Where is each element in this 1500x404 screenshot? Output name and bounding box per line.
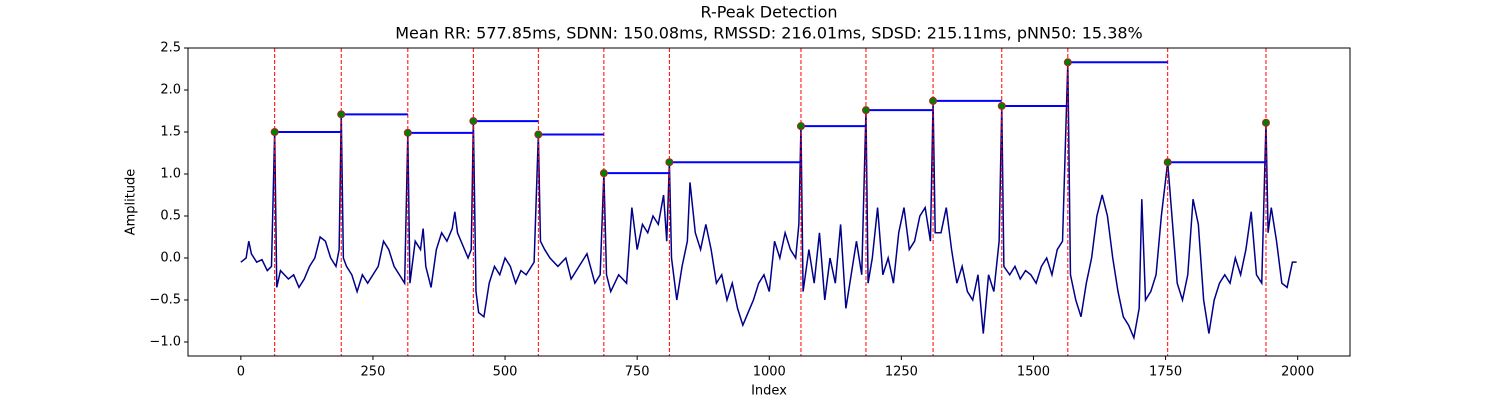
y-tick-label: 0.5 xyxy=(160,208,181,223)
y-tick-label: −1.0 xyxy=(149,334,181,349)
x-axis-label: Index xyxy=(751,384,787,399)
peak-point xyxy=(270,127,279,136)
chart-subtitle: Mean RR: 577.85ms, SDNN: 150.08ms, RMSSD… xyxy=(395,24,1143,43)
y-tick-label: 1.5 xyxy=(160,124,181,139)
x-tick-label: 500 xyxy=(493,365,518,380)
peak-point xyxy=(337,110,346,119)
peak-point xyxy=(796,122,805,131)
y-axis-label: Amplitude xyxy=(124,169,139,236)
peak-point xyxy=(665,158,674,167)
x-tick-label: 1750 xyxy=(1149,365,1182,380)
x-tick-label: 2000 xyxy=(1281,365,1314,380)
peak-point xyxy=(599,169,608,178)
x-tick-label: 1500 xyxy=(1017,365,1050,380)
peak-point xyxy=(1063,58,1072,67)
x-tick-label: 1000 xyxy=(753,365,786,380)
peak-point xyxy=(929,96,938,105)
peak-point xyxy=(403,128,412,137)
signal-line xyxy=(240,62,1297,341)
peak-point xyxy=(1261,118,1270,127)
y-tick-label: 0.0 xyxy=(160,250,181,265)
x-tick-label: 1250 xyxy=(885,365,918,380)
peak-point xyxy=(861,106,870,115)
y-tick-label: 2.0 xyxy=(160,82,181,97)
x-tick-label: 250 xyxy=(361,365,386,380)
peak-point xyxy=(534,130,543,139)
y-tick-label: 2.5 xyxy=(160,41,181,56)
chart-title: R-Peak Detection xyxy=(700,3,837,22)
peak-point xyxy=(997,101,1006,110)
x-tick-label: 0 xyxy=(237,365,245,380)
peak-point xyxy=(1163,158,1172,167)
y-tick-label: −0.5 xyxy=(149,292,181,307)
x-tick-label: 750 xyxy=(625,365,650,380)
plot-frame xyxy=(187,47,1351,357)
peak-point xyxy=(469,117,478,126)
y-tick-label: 1.0 xyxy=(160,166,181,181)
